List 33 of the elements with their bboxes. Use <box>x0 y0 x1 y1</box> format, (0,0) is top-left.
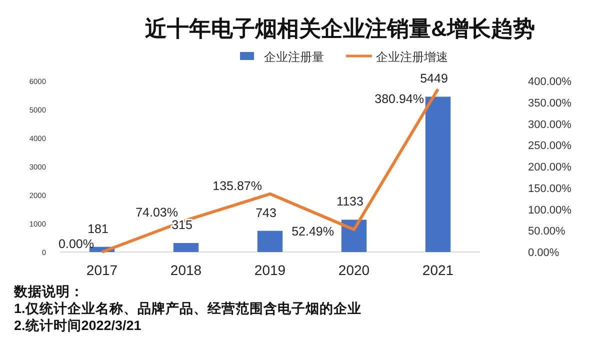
y2-tick-label: 50.00% <box>528 226 566 238</box>
text: 数据说明： <box>13 284 84 299</box>
y2-tick-label: 150.00% <box>528 182 572 195</box>
y2-tick-label: 200.00% <box>528 162 572 174</box>
data-label: 1133 <box>336 194 364 209</box>
legend-label: 企业注册量 <box>264 50 324 64</box>
bar <box>257 230 283 252</box>
chart-title: 近十年电子烟相关企业注销量&增长趋势 <box>144 16 535 41</box>
data-label: 135.87% <box>212 178 262 193</box>
y2-tick-label: 350.00% <box>528 97 572 110</box>
y2-tick-label: 400.00% <box>528 76 572 88</box>
x-tick-label: 2020 <box>338 262 370 278</box>
data-label: 0.00% <box>58 237 94 251</box>
x-tick-label: 2018 <box>170 262 202 278</box>
data-label: 380.94% <box>374 92 424 106</box>
data-label: 52.49% <box>292 224 334 239</box>
bar <box>173 243 199 252</box>
y2-tick-label: 300.00% <box>528 118 572 131</box>
bar <box>341 220 367 252</box>
text: 1.仅统计企业名称、品牌产品、经营范围含电子烟的企业 <box>14 300 362 316</box>
x-tick-label: 2019 <box>254 262 286 278</box>
legend-label: 企业注册增速 <box>376 50 448 64</box>
bar <box>425 96 451 252</box>
y2-tick-label: 0.00% <box>528 247 560 259</box>
x-tick-label: 2021 <box>422 262 454 278</box>
data-label: 74.03% <box>136 205 178 220</box>
y2-tick-label: 100.00% <box>528 204 572 216</box>
data-label: 181 <box>88 222 108 236</box>
data-label: 5449 <box>420 72 448 86</box>
x-tick-label: 2017 <box>86 262 118 278</box>
data-label: 743 <box>256 206 276 220</box>
text: 2.统计时间2022/3/21 <box>14 317 142 333</box>
y2-tick-label: 250.00% <box>528 140 572 152</box>
